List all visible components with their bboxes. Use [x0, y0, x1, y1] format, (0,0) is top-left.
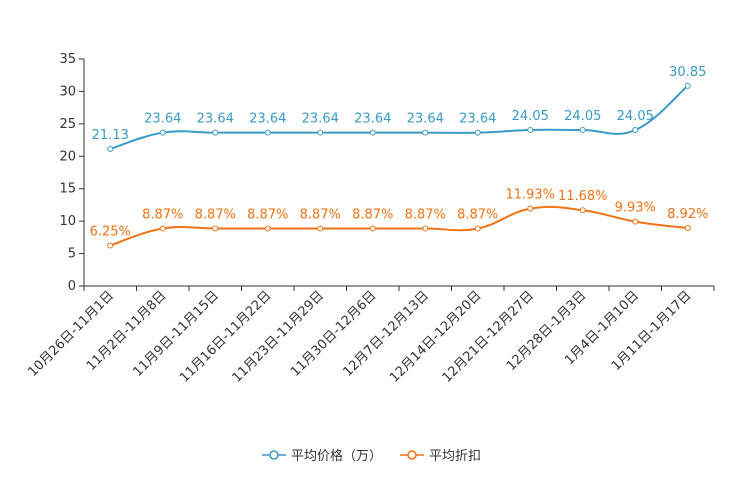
series-1-point [632, 127, 639, 134]
series-1-data-label: 23.64 [197, 112, 234, 127]
series-1-point [527, 127, 534, 134]
legend-label-1: 平均价格（万） [291, 448, 382, 464]
series-2-data-label: 9.93% [615, 201, 656, 216]
series-1-point [159, 129, 166, 136]
series-2-data-label: 11.93% [505, 188, 555, 203]
series-2-data-label: 8.87% [457, 207, 498, 222]
series-1-data-label: 23.64 [249, 112, 286, 127]
series-1-point [684, 82, 691, 89]
series-2-data-label: 6.25% [90, 224, 131, 239]
series-1-point [422, 129, 429, 136]
legend-marker-2 [407, 450, 417, 460]
series-2-point [632, 218, 639, 225]
series-1-data-label: 24.05 [564, 109, 601, 124]
y-tick-label: 5 [68, 247, 76, 262]
series-1-point [107, 145, 114, 152]
series-line-2 [109, 205, 688, 247]
series-2-point [684, 225, 691, 232]
series-1-point [474, 129, 481, 136]
series-2-point [527, 205, 534, 212]
series-1-point [369, 129, 376, 136]
series-2-point [317, 225, 324, 232]
series-2-data-label: 8.87% [405, 207, 446, 222]
series-2-data-label: 8.87% [247, 207, 288, 222]
x-category-label: 11月23日-11月29日 [230, 288, 327, 385]
series-2-data-label: 8.87% [352, 207, 393, 222]
y-tick-label: 15 [59, 182, 76, 197]
series-1-data-label: 24.05 [512, 109, 549, 124]
series-line-1 [109, 85, 689, 150]
y-tick-label: 0 [68, 279, 76, 294]
series-1-point [579, 127, 586, 134]
series-2-point [159, 225, 166, 232]
x-category-label: 10月26日-11月1日 [25, 288, 117, 380]
series-1-point [212, 129, 219, 136]
series-1-data-label: 23.64 [407, 112, 444, 127]
series-1-data-label: 23.64 [354, 112, 391, 127]
series-1-data-label: 23.64 [459, 112, 496, 127]
series-2-point [474, 225, 481, 232]
series-2-point [264, 225, 271, 232]
y-tick-label: 20 [59, 149, 76, 164]
y-tick-label: 35 [59, 52, 76, 67]
series-1-data-label: 21.13 [92, 128, 129, 143]
legend-marker-1 [269, 450, 279, 460]
x-category-label: 11月16日-11月22日 [177, 288, 274, 385]
series-2-data-label: 8.87% [300, 207, 341, 222]
y-tick-label: 25 [59, 117, 76, 132]
series-2-data-label: 11.68% [558, 189, 608, 204]
y-tick-label: 30 [59, 84, 76, 99]
series-2-data-label: 8.87% [142, 207, 183, 222]
series-2-data-label: 8.92% [667, 207, 708, 222]
legend-label-2: 平均折扣 [429, 449, 481, 464]
series-2-point [369, 225, 376, 232]
series-1-point [264, 129, 271, 136]
series-1-data-label: 30.85 [669, 65, 706, 80]
series-1-data-label: 23.64 [144, 112, 181, 127]
series-2-data-label: 8.87% [195, 207, 236, 222]
series-2-point [212, 225, 219, 232]
y-tick-label: 10 [59, 214, 76, 229]
series-2-point [422, 225, 429, 232]
series-2-point [579, 207, 586, 214]
x-category-label: 12月14日-12月20日 [387, 288, 484, 385]
x-category-label: 12月21日-12月27日 [440, 288, 537, 385]
series-1-point [317, 129, 324, 136]
series-2-point [107, 242, 114, 249]
series-1-data-label: 23.64 [302, 112, 339, 127]
series-1-data-label: 24.05 [617, 109, 654, 124]
